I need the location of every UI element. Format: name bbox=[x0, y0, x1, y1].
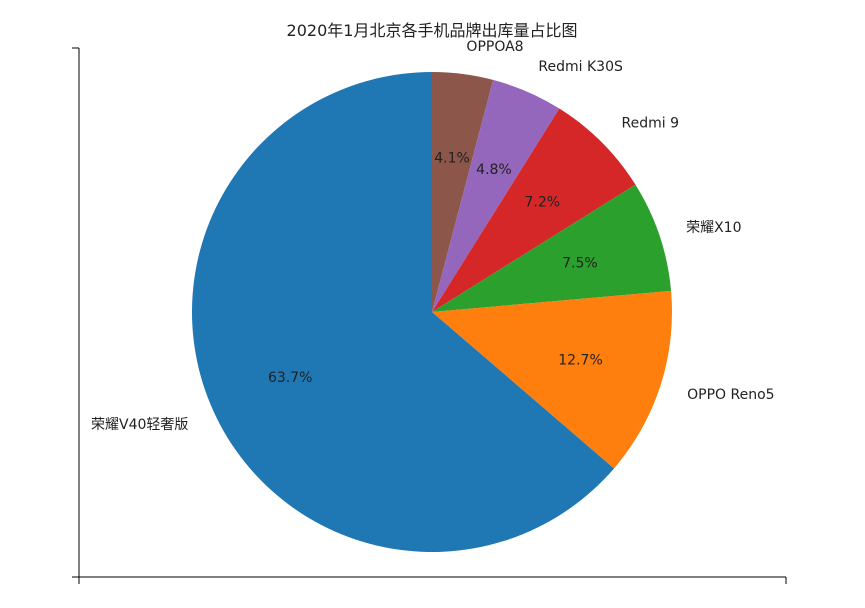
pie-slice bbox=[432, 184, 672, 312]
slice-percent-label: 7.2% bbox=[525, 195, 561, 211]
axis-frame bbox=[72, 47, 787, 584]
slice-category-label: 荣耀X10 bbox=[686, 220, 741, 236]
pie-slice bbox=[432, 79, 560, 312]
slice-category-label: OPPO Reno5 bbox=[687, 387, 774, 403]
slice-percent-label: 4.1% bbox=[434, 150, 470, 166]
pie-labels: OPPOA8 4.1% Redmi K30S 4.8% Redmi 9 7.2% 荣耀X10… bbox=[91, 39, 775, 433]
pie-slices bbox=[192, 72, 672, 553]
pie-slice bbox=[192, 72, 615, 553]
pie-slice bbox=[432, 108, 636, 312]
chart-title: 2020年1月北京各手机品牌出库量占比图 bbox=[287, 21, 578, 40]
slice-percent-label: 12.7% bbox=[558, 353, 602, 369]
slice-category-label: Redmi 9 bbox=[622, 115, 679, 131]
pie-slice bbox=[432, 72, 494, 312]
slice-category-label: 荣耀V40轻奢版 bbox=[91, 417, 188, 433]
slice-percent-label: 7.5% bbox=[562, 255, 598, 271]
slice-category-label: OPPOA8 bbox=[466, 39, 523, 55]
slice-category-label: Redmi K30S bbox=[538, 59, 623, 75]
slice-percent-label: 63.7% bbox=[268, 370, 312, 386]
pie-slice bbox=[432, 290, 672, 469]
slice-percent-label: 4.8% bbox=[476, 162, 512, 178]
